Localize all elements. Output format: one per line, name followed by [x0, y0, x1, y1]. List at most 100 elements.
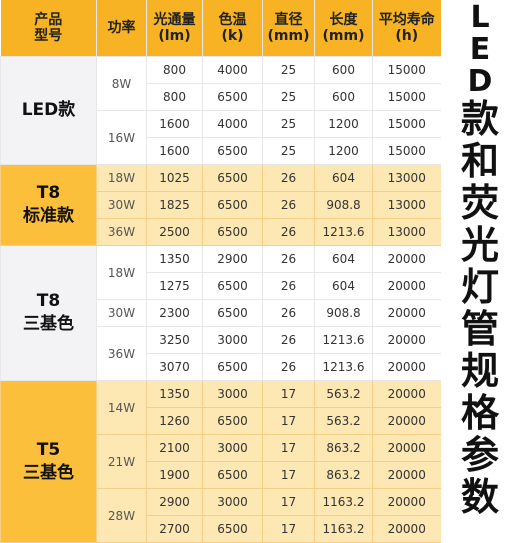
lumen-cell: 2100 — [146, 434, 203, 462]
power-cell: 18W — [96, 245, 147, 300]
side-title-char: 数 — [460, 475, 499, 519]
lumen-cell: 1350 — [146, 380, 203, 408]
life-cell: 20000 — [372, 407, 441, 435]
side-title-char: L — [470, 0, 490, 35]
diameter-cell: 17 — [262, 434, 315, 462]
cct-cell: 6500 — [202, 164, 263, 192]
cct-cell: 6500 — [202, 353, 263, 381]
power-cell: 30W — [96, 299, 147, 327]
lumen-cell: 2900 — [146, 488, 203, 516]
cct-cell: 4000 — [202, 110, 263, 138]
side-title-char: 参 — [460, 433, 499, 477]
cct-cell: 6500 — [202, 299, 263, 327]
power-cell: 16W — [96, 110, 147, 165]
life-cell: 13000 — [372, 164, 441, 192]
life-cell: 20000 — [372, 245, 441, 273]
diameter-cell: 26 — [262, 245, 315, 273]
length-cell: 563.2 — [314, 380, 373, 408]
category-cell: T8 三基色 — [0, 245, 97, 381]
life-cell: 15000 — [372, 110, 441, 138]
category-cell: T8 标准款 — [0, 164, 97, 246]
power-cell: 28W — [96, 488, 147, 543]
life-cell: 13000 — [372, 218, 441, 246]
diameter-cell: 26 — [262, 353, 315, 381]
cct-cell: 6500 — [202, 461, 263, 489]
lumen-cell: 1025 — [146, 164, 203, 192]
diameter-cell: 17 — [262, 461, 315, 489]
header-cell-length: 长度 (mm) — [314, 0, 373, 57]
length-cell: 863.2 — [314, 434, 373, 462]
table-row: 28W 2900 3000 17 1163.2 20000 — [1, 488, 441, 543]
side-title-char: 款 — [460, 97, 499, 141]
life-cell: 20000 — [372, 353, 441, 381]
header-cell-lifetime: 平均寿命 (h) — [372, 0, 441, 57]
length-cell: 1213.6 — [314, 326, 373, 354]
side-title-char: 光 — [460, 223, 499, 267]
category-label: T8 — [36, 291, 61, 311]
power-cell: 8W — [96, 56, 147, 111]
header-cell-cct: 色温 (k) — [202, 0, 263, 57]
spec-table-body: LED款 8W 800 4000 25 600 15000 800 6500 25 600 15000… — [0, 56, 441, 543]
category-label: 标准款 — [23, 206, 74, 226]
lumen-cell: 3070 — [146, 353, 203, 381]
life-cell: 20000 — [372, 272, 441, 300]
length-cell: 863.2 — [314, 461, 373, 489]
diameter-cell: 17 — [262, 407, 315, 435]
diameter-cell: 26 — [262, 326, 315, 354]
lumen-cell: 2500 — [146, 218, 203, 246]
lumen-cell: 1825 — [146, 191, 203, 219]
lumen-cell: 1900 — [146, 461, 203, 489]
power-cell: 36W — [96, 326, 147, 381]
life-cell: 20000 — [372, 488, 441, 516]
table-row: T5 三基色 14W 1350 3000 17 563.2 20000 — [0, 380, 441, 543]
lumen-cell: 1350 — [146, 245, 203, 273]
length-cell: 600 — [314, 56, 373, 84]
cct-cell: 3000 — [202, 380, 263, 408]
header-cell-lumen: 光通量 (lm) — [146, 0, 203, 57]
table-row: 1260 6500 17 563.2 20000 — [1, 407, 441, 435]
length-cell: 604 — [314, 245, 373, 273]
life-cell: 20000 — [372, 461, 441, 489]
length-cell: 1200 — [314, 137, 373, 165]
cct-cell: 3000 — [202, 434, 263, 462]
diameter-cell: 25 — [262, 83, 315, 111]
table-row: 1900 6500 17 863.2 20000 — [1, 461, 441, 489]
diameter-cell: 26 — [262, 164, 315, 192]
diameter-cell: 25 — [262, 137, 315, 165]
cct-cell: 6500 — [202, 218, 263, 246]
cct-cell: 4000 — [202, 56, 263, 84]
cct-cell: 2900 — [202, 245, 263, 273]
side-title-char: 规 — [460, 349, 499, 393]
lumen-cell: 1275 — [146, 272, 203, 300]
table-row: 3070 6500 26 1213.6 20000 — [1, 353, 441, 381]
side-title-char: 和 — [460, 139, 499, 183]
diameter-cell: 26 — [262, 272, 315, 300]
length-cell: 908.8 — [314, 191, 373, 219]
life-cell: 20000 — [372, 299, 441, 327]
life-cell: 13000 — [372, 191, 441, 219]
life-cell: 20000 — [372, 326, 441, 354]
category-label: 三基色 — [23, 462, 74, 483]
header-cell-model: 产品 型号 — [0, 0, 97, 57]
side-title-char: 灯 — [460, 265, 499, 309]
side-title-char: 格 — [460, 391, 499, 435]
category-label: 三基色 — [23, 314, 74, 334]
lumen-cell: 1600 — [146, 137, 203, 165]
life-cell: 20000 — [372, 380, 441, 408]
header-cell-diameter: 直径 (mm) — [262, 0, 315, 57]
category-cell: T5 三基色 — [0, 380, 97, 543]
cct-cell: 3000 — [202, 326, 263, 354]
diameter-cell: 26 — [262, 218, 315, 246]
spec-table: 产品 型号 功率 光通量 (lm) 色温 (k) 直径 (mm) 长度 (mm) 平均寿命… — [0, 0, 441, 543]
length-cell: 604 — [314, 164, 373, 192]
life-cell: 20000 — [372, 434, 441, 462]
table-row: 21W 2100 3000 17 863.2 20000 — [1, 434, 441, 489]
diameter-cell: 26 — [262, 191, 315, 219]
lumen-cell: 3250 — [146, 326, 203, 354]
table-row: 30W 2300 6500 26 908.8 20000 — [1, 299, 441, 327]
table-row: 800 6500 25 600 15000 — [1, 83, 441, 111]
length-cell: 1213.6 — [314, 218, 373, 246]
diameter-cell: 25 — [262, 56, 315, 84]
diameter-cell: 17 — [262, 380, 315, 408]
